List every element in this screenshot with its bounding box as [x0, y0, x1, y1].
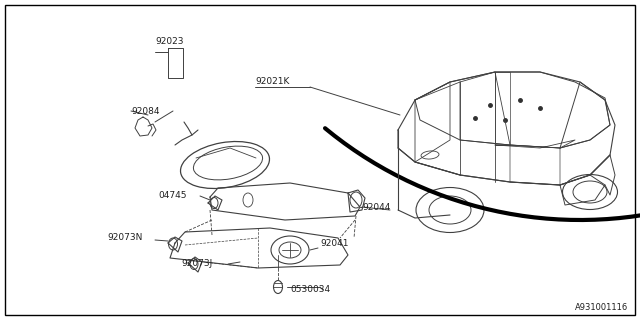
Text: 0530034: 0530034 — [290, 285, 330, 294]
Text: 04745: 04745 — [158, 191, 186, 201]
Text: 92041: 92041 — [320, 239, 349, 249]
Text: 92021K: 92021K — [255, 77, 289, 86]
Text: 92044: 92044 — [362, 203, 390, 212]
Text: 92073N: 92073N — [107, 233, 142, 242]
Text: 92023: 92023 — [155, 37, 184, 46]
Text: 92084: 92084 — [131, 107, 159, 116]
Text: 92073J: 92073J — [181, 260, 212, 268]
Text: A931001116: A931001116 — [575, 303, 628, 312]
